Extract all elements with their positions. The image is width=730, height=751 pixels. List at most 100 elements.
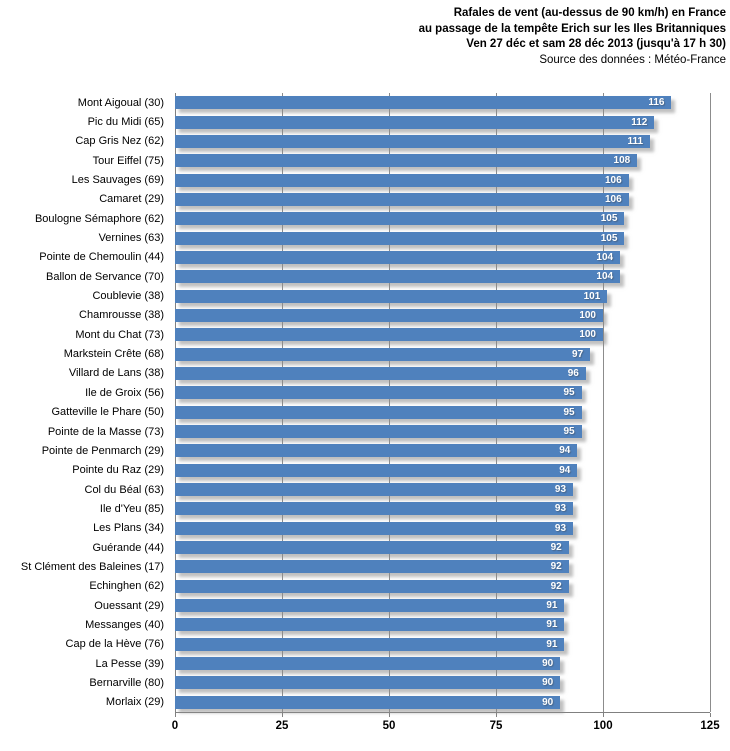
category-label: Vernines (63) xyxy=(98,232,164,245)
category-label: Boulogne Sémaphore (62) xyxy=(34,212,164,225)
bar-value-label: 100 xyxy=(579,329,596,341)
gridline-50 xyxy=(389,93,390,712)
bar-value-label: 105 xyxy=(600,213,618,225)
bar-value-label: 104 xyxy=(596,271,614,283)
bar: 100 xyxy=(175,308,603,322)
gridline-25 xyxy=(282,93,283,712)
category-label: Ile d'Yeu (85) xyxy=(99,502,164,515)
bar-row: 91 xyxy=(175,596,710,615)
bar: 100 xyxy=(175,328,603,342)
bar-value-label: 93 xyxy=(554,503,567,515)
axis-tick-125 xyxy=(710,713,711,717)
bar-value-label: 112 xyxy=(631,116,648,128)
chart-title-line-1: Rafales de vent (au-dessus de 90 km/h) e… xyxy=(453,7,726,19)
bar-row: 95 xyxy=(175,422,710,441)
axis-tick-50 xyxy=(389,713,390,717)
bar-row: 111 xyxy=(175,132,710,151)
category-label: Guérande (44) xyxy=(92,541,164,554)
bar-row: 93 xyxy=(175,480,710,499)
bar-row: 105 xyxy=(175,228,710,247)
category-label: Chamrousse (38) xyxy=(79,309,164,322)
axis-tick-0 xyxy=(175,713,176,717)
bar-row: 100 xyxy=(175,325,710,344)
bar: 90 xyxy=(175,695,561,709)
category-label: Coublevie (38) xyxy=(92,290,164,303)
category-label: Cap de la Hève (76) xyxy=(65,638,164,651)
bar-row: 101 xyxy=(175,286,710,305)
category-label: Mont Aigoual (30) xyxy=(77,96,164,109)
axis-tick-25 xyxy=(282,713,283,717)
bar: 92 xyxy=(175,541,569,555)
chart-title-line-2: au passage de la tempête Erich sur les I… xyxy=(418,22,726,35)
bar: 95 xyxy=(175,405,582,419)
category-label: Ile de Groix (56) xyxy=(85,386,164,399)
bars-layer: 116 112 111 108 106 106 105 105 104 104 101 100 100 9… xyxy=(175,93,710,712)
bar-value-label: 92 xyxy=(550,561,562,573)
bar-row: 90 xyxy=(175,693,710,712)
bar-value-label: 96 xyxy=(567,367,579,379)
bar-value-label: 95 xyxy=(563,426,575,438)
bar-value-label: 116 xyxy=(648,97,665,109)
bar-row: 116 xyxy=(175,93,710,112)
category-label: Pointe de Penmarch (29) xyxy=(41,444,164,457)
bar: 94 xyxy=(175,444,578,458)
bar-value-label: 91 xyxy=(546,619,558,631)
bar: 111 xyxy=(175,134,651,148)
bar: 106 xyxy=(175,192,629,206)
axis-tick-75 xyxy=(496,713,497,717)
bar-row: 94 xyxy=(175,441,710,460)
bar-value-label: 92 xyxy=(550,580,562,592)
bar: 95 xyxy=(175,425,582,439)
x-axis-tick-label-25: 25 xyxy=(275,720,289,732)
bar-value-label: 94 xyxy=(559,464,571,476)
bar: 105 xyxy=(175,231,625,245)
bar-value-label: 95 xyxy=(563,387,575,399)
bar-row: 92 xyxy=(175,538,710,557)
bar-row: 91 xyxy=(175,635,710,654)
bar: 93 xyxy=(175,483,574,497)
bar-value-label: 106 xyxy=(604,193,622,205)
chart-title-line-3: Ven 27 déc et sam 28 déc 2013 (jusqu'à 1… xyxy=(466,38,726,50)
bar: 91 xyxy=(175,637,565,651)
bar-row: 94 xyxy=(175,461,710,480)
bar-value-label: 104 xyxy=(596,251,614,263)
x-axis-labels: 0 25 50 75 100 125 xyxy=(172,720,720,740)
category-axis-labels: Mont Aigoual (30) Pic du Midi (65) Cap Gri… xyxy=(0,93,170,712)
bar-row: 106 xyxy=(175,170,710,189)
category-label: Cap Gris Nez (62) xyxy=(75,135,164,148)
bar-row: 97 xyxy=(175,344,710,363)
bar-row: 104 xyxy=(175,248,710,267)
bar-row: 93 xyxy=(175,519,710,538)
bar: 94 xyxy=(175,463,578,477)
bar: 104 xyxy=(175,270,621,284)
category-label: Pointe de la Masse (73) xyxy=(47,425,164,438)
category-label: Les Plans (34) xyxy=(93,522,164,535)
bar-value-label: 93 xyxy=(554,522,567,534)
gridline-75 xyxy=(496,93,497,712)
bar: 96 xyxy=(175,366,586,380)
bar-value-label: 92 xyxy=(550,542,562,554)
bar-row: 108 xyxy=(175,151,710,170)
bar-value-label: 91 xyxy=(546,638,558,650)
bar: 105 xyxy=(175,212,625,226)
y-axis-line xyxy=(175,93,176,712)
bar: 92 xyxy=(175,560,569,574)
bar-value-label: 105 xyxy=(600,232,618,244)
chart-title: Rafales de vent (au-dessus de 90 km/h) e… xyxy=(330,6,726,68)
bar: 106 xyxy=(175,173,629,187)
bar: 93 xyxy=(175,502,574,516)
bar: 90 xyxy=(175,657,561,671)
category-label: Pointe du Raz (29) xyxy=(72,464,164,477)
x-axis-tick-label-50: 50 xyxy=(382,720,396,732)
category-label: Markstein Crête (68) xyxy=(63,348,164,361)
category-label: Bernarville (80) xyxy=(89,676,164,689)
bar-value-label: 108 xyxy=(613,155,631,167)
bar-value-label: 90 xyxy=(542,658,554,670)
x-axis-tick-label-100: 100 xyxy=(593,720,613,732)
bar: 116 xyxy=(175,96,672,110)
bar-row: 112 xyxy=(175,112,710,131)
bar: 91 xyxy=(175,599,565,613)
bar: 91 xyxy=(175,618,565,632)
bar: 92 xyxy=(175,579,569,593)
